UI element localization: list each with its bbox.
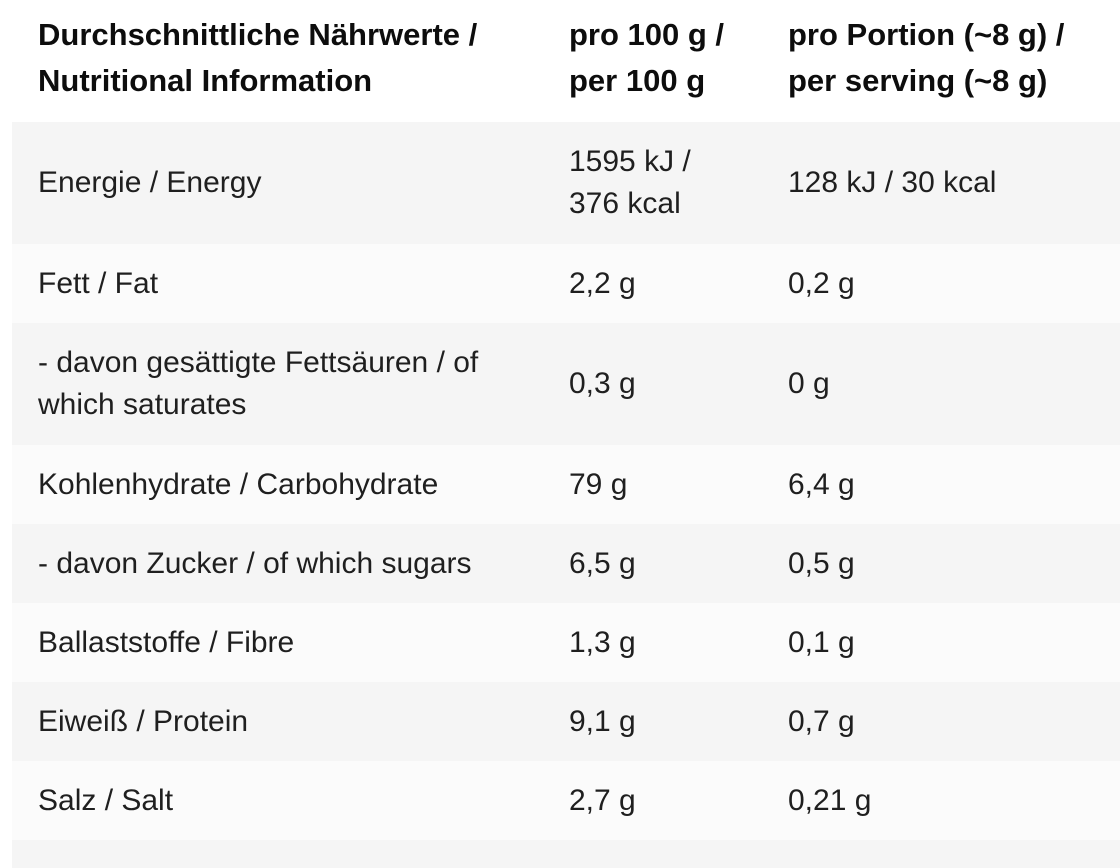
row-label: Fett / Fat [38,266,159,300]
row-label: Energie / Energy [38,166,262,199]
table-row-partial [12,840,1120,868]
header-col-per-serving: pro Portion (~8 g) / per serving (~8 g) [788,17,1065,98]
value-per-serving: 0,7 g [788,704,855,738]
value-per-100g: 1,3 g [569,625,636,659]
table-row-energy: Energie / Energy 1595 kJ / 376 kcal 128 … [12,122,1120,244]
value-per-100g: 9,1 g [569,704,636,738]
table-row-fibre: Ballaststoffe / Fibre 1,3 g 0,1 g [12,603,1120,682]
table-row-saturates: - davon gesättigte Fettsäuren / of which… [12,323,1120,445]
value-per-serving: 0,5 g [788,546,855,580]
table-row-salt: Salz / Salt 2,7 g 0,21 g [12,761,1120,840]
value-per-serving: 128 kJ / 30 kcal [788,166,997,199]
value-per-100g: 6,5 g [569,546,636,580]
row-label: Ballaststoffe / Fibre [38,625,295,659]
table-row-protein: Eiweiß / Protein 9,1 g 0,7 g [12,682,1120,761]
value-per-100g: 79 g [569,467,628,501]
value-per-serving: 0,21 g [788,783,872,817]
header-col-per-100g: pro 100 g / per 100 g [569,17,725,98]
row-label: Salz / Salt [38,783,174,817]
value-per-serving: 0,2 g [788,266,855,300]
row-label: - davon Zucker / of which sugars [38,546,472,580]
row-label: - davon gesättigte Fettsäuren / of which… [38,346,479,421]
table-header-row: Durchschnittliche Nährwerte / Nutritiona… [12,0,1120,122]
header-label: Durchschnittliche Nährwerte / Nutritiona… [38,17,478,98]
value-per-100g: 2,7 g [569,783,636,817]
table-row-carbohydrate: Kohlenhydrate / Carbohydrate 79 g 6,4 g [12,445,1120,524]
value-per-100g: 1595 kJ / 376 kcal [569,145,691,220]
value-per-100g: 0,3 g [569,367,636,400]
value-per-serving: 6,4 g [788,467,855,501]
row-label: Kohlenhydrate / Carbohydrate [38,467,439,501]
value-per-serving: 0,1 g [788,625,855,659]
row-label: Eiweiß / Protein [38,704,249,738]
table-row-sugars: - davon Zucker / of which sugars 6,5 g 0… [12,524,1120,603]
value-per-serving: 0 g [788,367,830,400]
table-row-fat: Fett / Fat 2,2 g 0,2 g [12,244,1120,323]
value-per-100g: 2,2 g [569,266,636,300]
